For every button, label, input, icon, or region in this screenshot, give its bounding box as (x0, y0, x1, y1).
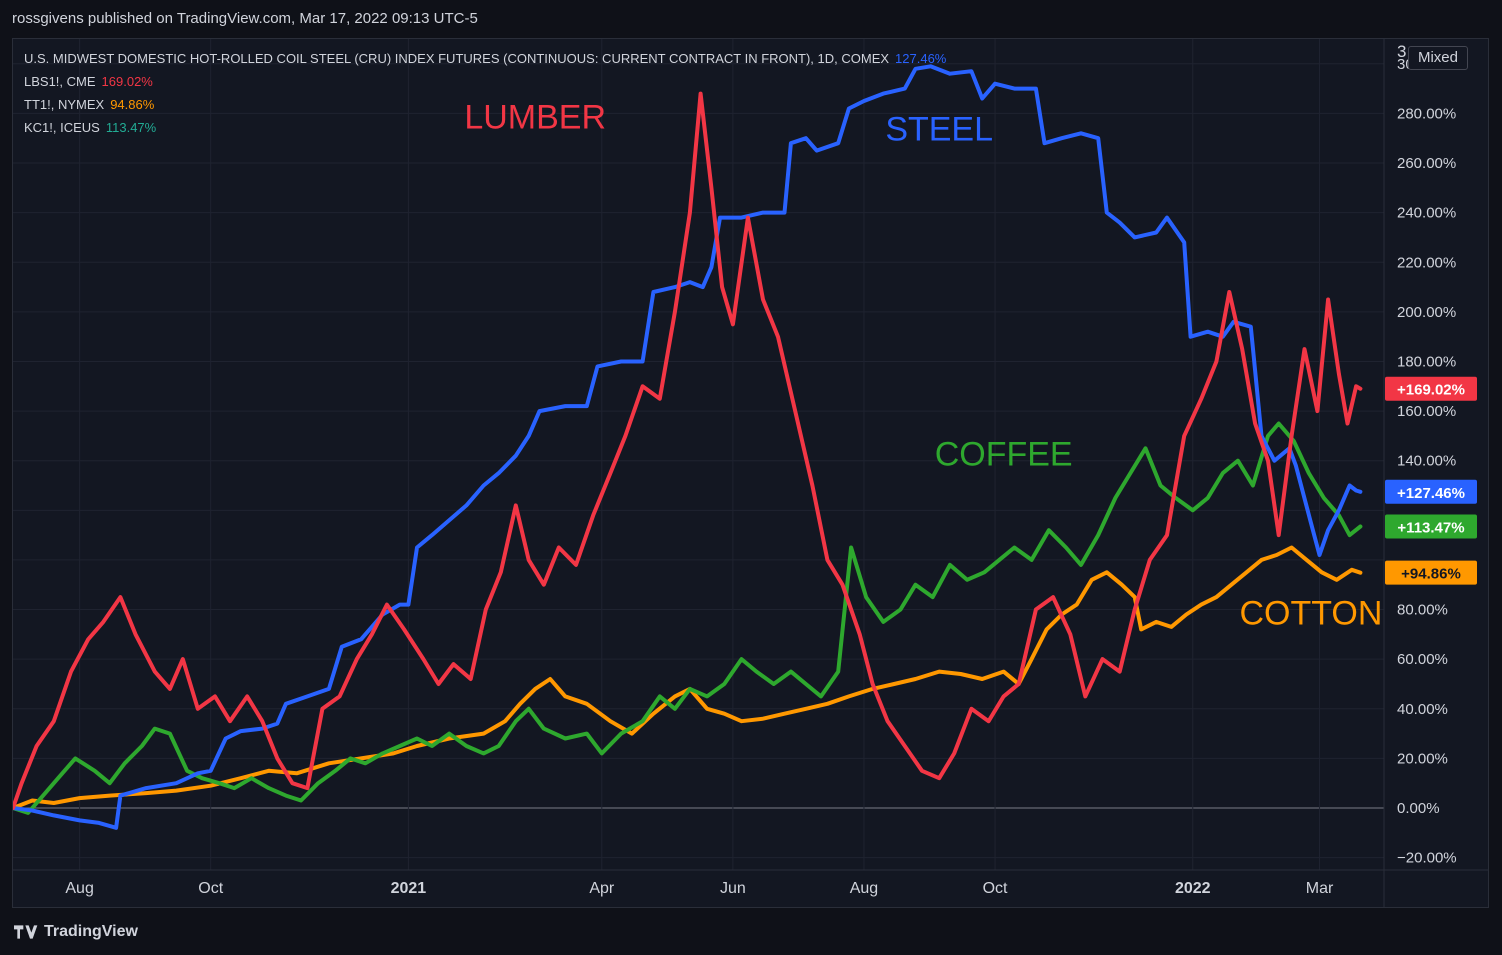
publish-info: rossgivens published on TradingView.com,… (12, 10, 478, 27)
footer-brand-label: TradingView (44, 923, 138, 940)
y-tick-label: 80.00% (1397, 602, 1448, 619)
chart-frame (12, 38, 1489, 908)
y-tick-label: 220.00% (1397, 254, 1456, 271)
y-tick-label: 40.00% (1397, 701, 1448, 718)
price-badge-label-steel: +127.46% (1397, 485, 1465, 502)
x-tick-label: Oct (983, 880, 1008, 897)
x-tick-label: Aug (850, 880, 878, 897)
scale-digit: 3 (1397, 42, 1407, 61)
chart-legend: U.S. MIDWEST DOMESTIC HOT-ROLLED COIL ST… (24, 47, 946, 139)
x-tick-label: Oct (198, 880, 223, 897)
y-tick-label: 160.00% (1397, 403, 1456, 420)
x-tick-label: 2021 (391, 880, 427, 897)
annotation-lumber: LUMBER (464, 98, 606, 136)
y-tick-label: 260.00% (1397, 155, 1456, 172)
tradingview-logo-icon (14, 925, 38, 939)
price-badge-lumber (1385, 376, 1477, 401)
series-line-cotton (13, 545, 1363, 810)
x-tick-label: 2022 (1175, 880, 1211, 897)
y-tick-label: 0.00% (1397, 800, 1440, 817)
y-tick-label: 140.00% (1397, 453, 1456, 470)
y-tick-label: 180.00% (1397, 353, 1456, 370)
legend-row-steel[interactable]: U.S. MIDWEST DOMESTIC HOT-ROLLED COIL ST… (24, 47, 946, 70)
header-bar: rossgivens published on TradingView.com,… (0, 0, 1502, 38)
scale-mode-button[interactable]: Mixed (1408, 46, 1468, 70)
x-tick-label: Mar (1306, 880, 1334, 897)
legend-row-lumber[interactable]: LBS1!, CME 169.02% (24, 70, 946, 93)
x-tick-label: Jun (720, 880, 746, 897)
legend-label-lumber: LBS1!, CME (24, 74, 96, 89)
price-badge-cotton (1385, 560, 1477, 585)
y-tick-label: 60.00% (1397, 651, 1448, 668)
legend-row-cotton[interactable]: TT1!, NYMEX 94.86% (24, 93, 946, 116)
y-tick-label: 240.00% (1397, 205, 1456, 222)
series-line-coffee (13, 421, 1363, 815)
x-tick-label: Apr (589, 880, 615, 897)
legend-label-cotton: TT1!, NYMEX (24, 97, 105, 112)
footer-brand[interactable]: TradingView (14, 920, 138, 944)
price-badge-label-lumber: +169.02% (1397, 382, 1465, 399)
legend-value-cotton: 94.86% (110, 97, 155, 112)
legend-value-coffee: 113.47% (105, 120, 157, 135)
y-tick-label: 20.00% (1397, 750, 1448, 767)
price-badge-label-coffee: +113.47% (1397, 520, 1464, 537)
y-tick-label: 200.00% (1397, 304, 1456, 321)
legend-value-lumber: 169.02% (101, 74, 153, 89)
y-tick-label: −20.00% (1397, 850, 1457, 867)
legend-label-coffee: KC1!, ICEUS (24, 120, 100, 135)
legend-row-coffee[interactable]: KC1!, ICEUS 113.47% (24, 116, 946, 139)
price-badge-steel (1385, 479, 1477, 504)
price-badge-label-cotton: +94.86% (1401, 566, 1461, 583)
legend-value-steel: 127.46% (895, 51, 947, 66)
annotation-coffee: COFFEE (935, 436, 1073, 474)
price-badge-coffee (1385, 514, 1477, 539)
series-line-lumber (13, 91, 1363, 810)
legend-label-steel: U.S. MIDWEST DOMESTIC HOT-ROLLED COIL ST… (24, 51, 890, 66)
y-tick-label: 280.00% (1397, 105, 1456, 122)
x-tick-label: Aug (65, 880, 93, 897)
annotation-cotton: COTTON (1239, 594, 1382, 632)
series-line-steel (13, 64, 1363, 830)
annotation-steel: STEEL (885, 111, 993, 149)
